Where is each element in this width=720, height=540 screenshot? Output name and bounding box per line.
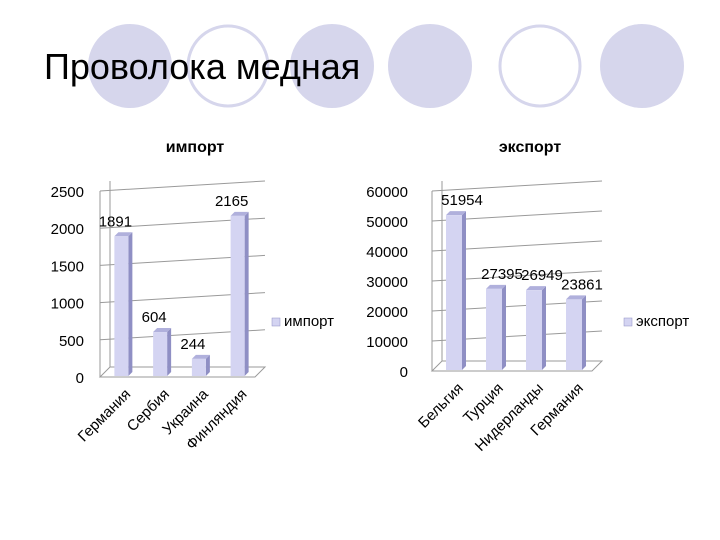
y-tick-label: 2500 [51, 184, 84, 201]
bar [566, 299, 582, 370]
circle-6 [600, 24, 684, 108]
y-tick-label: 1500 [51, 258, 84, 275]
y-tick-label: 10000 [366, 334, 408, 351]
x-tick-label: Бельгия [415, 380, 467, 432]
bar-side [462, 211, 466, 370]
circle-5 [498, 24, 582, 108]
data-label: 27395 [481, 266, 523, 283]
bar [191, 358, 206, 376]
y-tick-label: 2000 [51, 221, 84, 238]
legend-swatch [623, 317, 633, 327]
x-tick-label: Германия [75, 386, 135, 446]
bar-top [486, 284, 506, 289]
circle-2 [186, 24, 270, 108]
y-tick-label: 30000 [366, 274, 408, 291]
circle-3 [290, 24, 374, 108]
legend-swatch [271, 317, 281, 327]
y-tick-label: 1000 [51, 296, 84, 313]
bar [446, 215, 462, 370]
bar [230, 215, 245, 376]
gridline [431, 180, 603, 192]
data-label: 51954 [441, 192, 483, 209]
data-label: 604 [142, 309, 167, 326]
bar-side [542, 286, 546, 370]
legend-label: экспорт [636, 313, 689, 330]
import-chart: импорт 0 500 1000 1500 2000 2500 1891 Германия 60… [51, 139, 335, 453]
legend-label: импорт [284, 313, 334, 330]
bar [526, 290, 542, 370]
bar [114, 236, 129, 376]
bar-top [153, 328, 172, 333]
bar [153, 332, 168, 376]
bar-side [244, 211, 249, 376]
bar-top [230, 211, 249, 216]
bar-side [502, 284, 506, 370]
gridline [99, 180, 266, 192]
bar-top [566, 295, 586, 300]
data-label: 26949 [521, 267, 563, 284]
y-tick-label: 0 [400, 364, 408, 381]
y-tick-label: 40000 [366, 244, 408, 261]
circle-4 [388, 24, 472, 108]
chart-title: импорт [166, 139, 225, 156]
chart-title: экспорт [499, 139, 562, 156]
chart-floor [430, 360, 604, 372]
bar-top [446, 211, 466, 216]
bar-side [205, 354, 210, 376]
data-label: 23861 [561, 276, 603, 293]
bar-side [167, 328, 172, 376]
y-tick-label: 60000 [366, 184, 408, 201]
bar-top [114, 232, 133, 237]
bar-top [191, 354, 210, 359]
data-label: 244 [180, 336, 205, 353]
bar-top [526, 286, 546, 291]
y-tick-label: 500 [59, 333, 84, 350]
slide-title: Проволока медная [44, 46, 361, 87]
export-chart: экспорт 0 10000 20000 30000 40000 50000 60000 51… [366, 139, 689, 455]
data-label: 1891 [99, 213, 132, 230]
bar [486, 288, 502, 370]
y-tick-label: 0 [76, 370, 84, 387]
decorative-circles [88, 24, 684, 108]
bar-side [128, 232, 133, 376]
data-label: 2165 [215, 193, 248, 210]
circle-1 [88, 24, 172, 108]
chart-floor [98, 366, 267, 378]
bar-side [582, 295, 586, 370]
y-tick-label: 20000 [366, 304, 408, 321]
y-tick-label: 50000 [366, 214, 408, 231]
